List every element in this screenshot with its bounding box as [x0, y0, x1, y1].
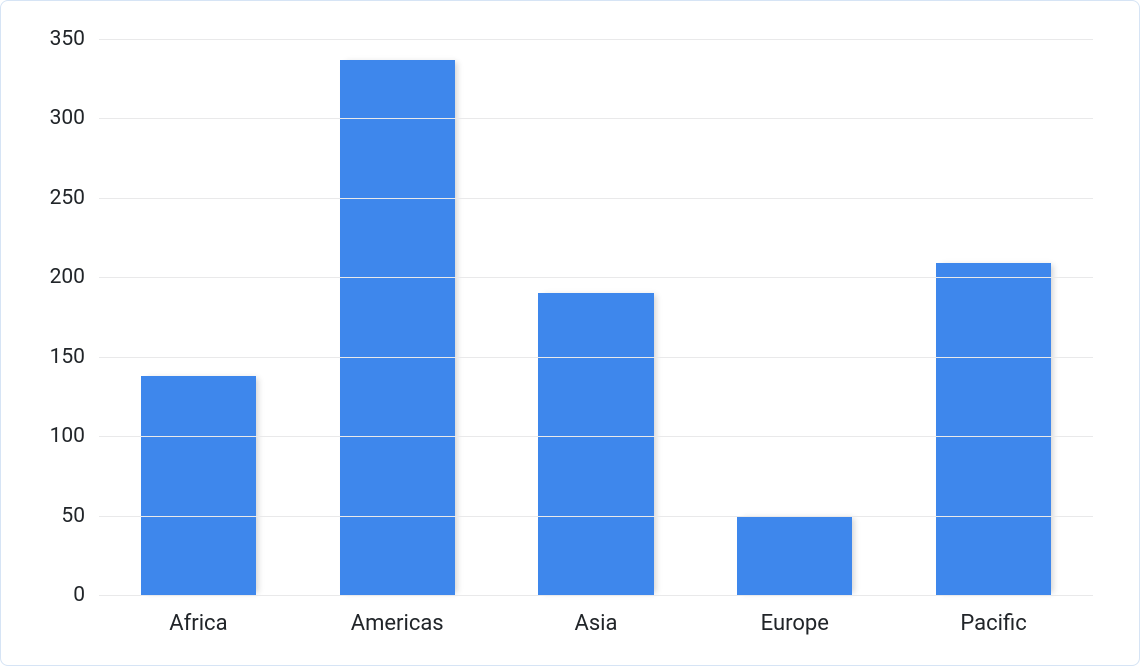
y-tick-label: 50	[61, 504, 99, 528]
plot-area: AfricaAmericasAsiaEuropePacific 05010015…	[99, 39, 1093, 595]
gridline	[99, 436, 1093, 437]
x-tick-label: Americas	[351, 595, 444, 636]
gridline	[99, 198, 1093, 199]
bar-slot: Europe	[695, 39, 894, 595]
gridline	[99, 595, 1093, 596]
y-tick-label: 250	[50, 186, 99, 210]
bar-slot: Africa	[99, 39, 298, 595]
gridline	[99, 277, 1093, 278]
bar	[538, 293, 653, 595]
bar	[936, 263, 1051, 595]
bar-slot: Asia	[497, 39, 696, 595]
bar	[737, 516, 852, 595]
gridline	[99, 118, 1093, 119]
bar-slot: Americas	[298, 39, 497, 595]
bars-row: AfricaAmericasAsiaEuropePacific	[99, 39, 1093, 595]
x-tick-label: Europe	[761, 595, 829, 636]
chart-card: AfricaAmericasAsiaEuropePacific 05010015…	[0, 0, 1140, 666]
gridline	[99, 357, 1093, 358]
x-tick-label: Asia	[574, 595, 617, 636]
y-tick-label: 0	[73, 583, 99, 607]
y-tick-label: 150	[50, 345, 99, 369]
y-tick-label: 300	[50, 106, 99, 130]
x-tick-label: Pacific	[960, 595, 1026, 636]
y-tick-label: 100	[50, 424, 99, 448]
bar	[141, 376, 256, 595]
y-tick-label: 200	[50, 265, 99, 289]
bar-slot: Pacific	[894, 39, 1093, 595]
gridline	[99, 39, 1093, 40]
y-tick-label: 350	[50, 27, 99, 51]
x-tick-label: Africa	[169, 595, 227, 636]
gridline	[99, 516, 1093, 517]
chart-inner: AfricaAmericasAsiaEuropePacific 05010015…	[17, 19, 1123, 649]
